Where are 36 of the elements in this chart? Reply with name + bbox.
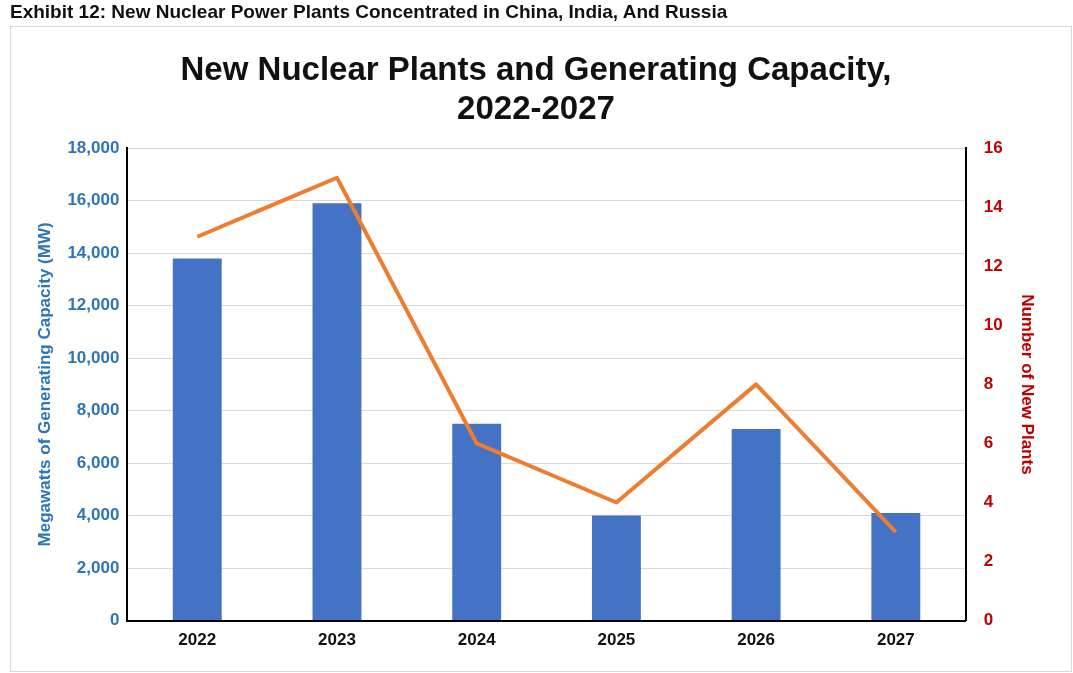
text: 2022-2027 <box>457 89 615 127</box>
x-tick-label: 2024 <box>457 630 497 650</box>
text: New Nuclear Plants and Generating Capacity, <box>180 49 892 87</box>
bar <box>731 429 781 621</box>
y-tick-label: 4,000 <box>76 505 120 525</box>
bar <box>591 515 641 621</box>
y-tick-label: 16,000 <box>67 190 120 210</box>
bar <box>452 423 502 621</box>
x-tick-label: 2027 <box>876 630 915 650</box>
y2-tick-label: 2 <box>983 551 994 571</box>
x-tick-label: 2022 <box>178 630 217 650</box>
y2-tick-label: 4 <box>983 492 994 512</box>
y2-axis-title: Number of New Plants <box>1018 294 1038 475</box>
y-tick-label: 12,000 <box>67 295 120 315</box>
text: Exhibit 12: New Nuclear Power Plants Concentrated in China, India, And Russia <box>10 1 728 23</box>
y2-tick-label: 16 <box>983 137 1003 157</box>
x-tick-label: 2023 <box>318 630 356 650</box>
bar <box>172 258 222 621</box>
y-tick-label: 0 <box>109 610 120 630</box>
y2-tick-label: 6 <box>983 433 994 453</box>
bar <box>871 513 921 621</box>
y-tick-label: 8,000 <box>76 400 120 420</box>
x-tick-label: 2025 <box>597 630 636 650</box>
y2-tick-label: 14 <box>983 196 1004 216</box>
y-tick-label: 2,000 <box>76 557 120 577</box>
y2-tick-label: 12 <box>983 255 1003 275</box>
y2-tick-label: 8 <box>983 374 994 394</box>
y2-tick-label: 10 <box>983 315 1003 335</box>
bar <box>312 203 362 621</box>
y-tick-label: 14,000 <box>67 242 120 262</box>
x-tick-label: 2026 <box>737 630 776 650</box>
y2-tick-label: 0 <box>983 610 994 630</box>
y-tick-label: 10,000 <box>67 347 120 367</box>
y-tick-label: 6,000 <box>76 452 120 472</box>
y-tick-label: 18,000 <box>67 137 120 157</box>
y-axis-title: Megawatts of Generating Capacity (MW) <box>34 222 54 547</box>
